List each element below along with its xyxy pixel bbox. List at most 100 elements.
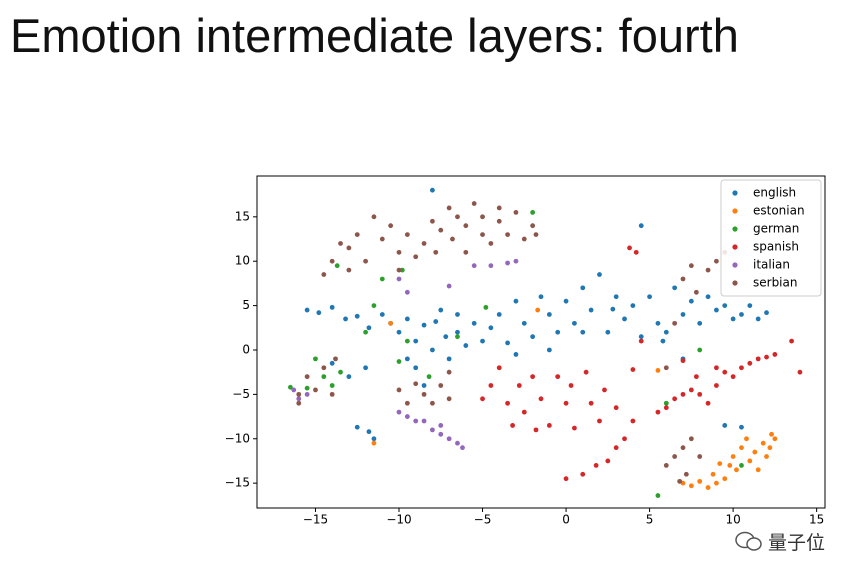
y-tick-label: 10	[235, 254, 250, 268]
point	[354, 424, 360, 430]
point	[605, 458, 611, 464]
point	[346, 245, 352, 251]
point	[755, 316, 761, 322]
point	[688, 436, 694, 442]
point	[438, 383, 444, 388]
point	[630, 367, 636, 372]
point	[521, 236, 527, 242]
point	[455, 329, 460, 335]
point	[413, 365, 419, 371]
point	[747, 360, 753, 366]
point	[739, 312, 744, 317]
legend-marker	[732, 280, 738, 286]
point	[338, 241, 343, 246]
point	[446, 356, 452, 362]
point	[488, 383, 494, 388]
point	[714, 383, 719, 388]
legend-marker	[732, 190, 738, 196]
point	[288, 384, 293, 390]
x-tick-label: 0	[562, 513, 570, 527]
point	[647, 294, 652, 300]
point	[430, 427, 435, 433]
point	[480, 232, 485, 237]
point	[521, 409, 527, 415]
point	[404, 400, 410, 406]
point	[480, 396, 485, 402]
point	[722, 303, 728, 309]
point	[739, 424, 744, 430]
point	[460, 445, 465, 451]
point	[546, 423, 552, 428]
point	[688, 387, 694, 393]
point	[730, 454, 736, 459]
point	[655, 368, 661, 373]
point	[680, 391, 686, 397]
point	[505, 400, 510, 406]
point	[446, 369, 452, 375]
point	[563, 476, 569, 482]
legend-marker	[732, 208, 738, 214]
point	[530, 334, 536, 340]
point	[722, 476, 728, 482]
point	[471, 320, 477, 326]
point	[697, 478, 703, 484]
point	[572, 320, 577, 326]
point	[697, 391, 703, 397]
point	[430, 218, 435, 224]
point	[388, 320, 394, 326]
point	[739, 365, 744, 371]
point	[568, 383, 574, 388]
point	[505, 232, 510, 237]
legend-label: estonian	[753, 204, 805, 218]
point	[580, 285, 586, 291]
point	[705, 294, 711, 300]
x-tick-label: −15	[303, 513, 328, 527]
point	[521, 320, 527, 326]
point	[496, 365, 502, 371]
point	[463, 343, 469, 348]
point	[655, 409, 661, 415]
point	[672, 285, 678, 291]
point	[430, 347, 435, 353]
point	[296, 396, 302, 402]
point	[747, 458, 753, 464]
legend-label: serbian	[753, 276, 797, 290]
point	[680, 312, 686, 317]
point	[354, 232, 360, 237]
point	[455, 312, 460, 317]
point	[446, 396, 452, 402]
point	[588, 307, 594, 313]
point	[426, 374, 432, 380]
point	[769, 431, 774, 437]
point	[755, 356, 761, 362]
point	[379, 312, 385, 317]
point	[613, 445, 619, 451]
point	[764, 454, 769, 459]
x-tick-label: 15	[809, 513, 824, 527]
point	[530, 223, 536, 229]
legend-label: italian	[753, 258, 790, 272]
point	[496, 312, 502, 317]
point	[304, 385, 310, 391]
legend-marker	[732, 226, 738, 232]
point	[680, 276, 686, 282]
point	[413, 338, 419, 344]
y-tick-label: 0	[242, 342, 250, 356]
point	[313, 356, 318, 362]
point	[371, 214, 377, 220]
point	[379, 236, 385, 242]
point	[760, 440, 766, 446]
point	[633, 249, 639, 255]
point	[688, 298, 694, 304]
point	[739, 462, 744, 468]
point	[404, 316, 410, 322]
point	[693, 289, 699, 295]
point	[772, 352, 778, 357]
point	[430, 400, 435, 406]
point	[371, 440, 377, 446]
point	[535, 307, 541, 313]
point	[388, 223, 394, 229]
point	[446, 283, 452, 289]
point	[480, 338, 485, 344]
point	[404, 356, 410, 362]
